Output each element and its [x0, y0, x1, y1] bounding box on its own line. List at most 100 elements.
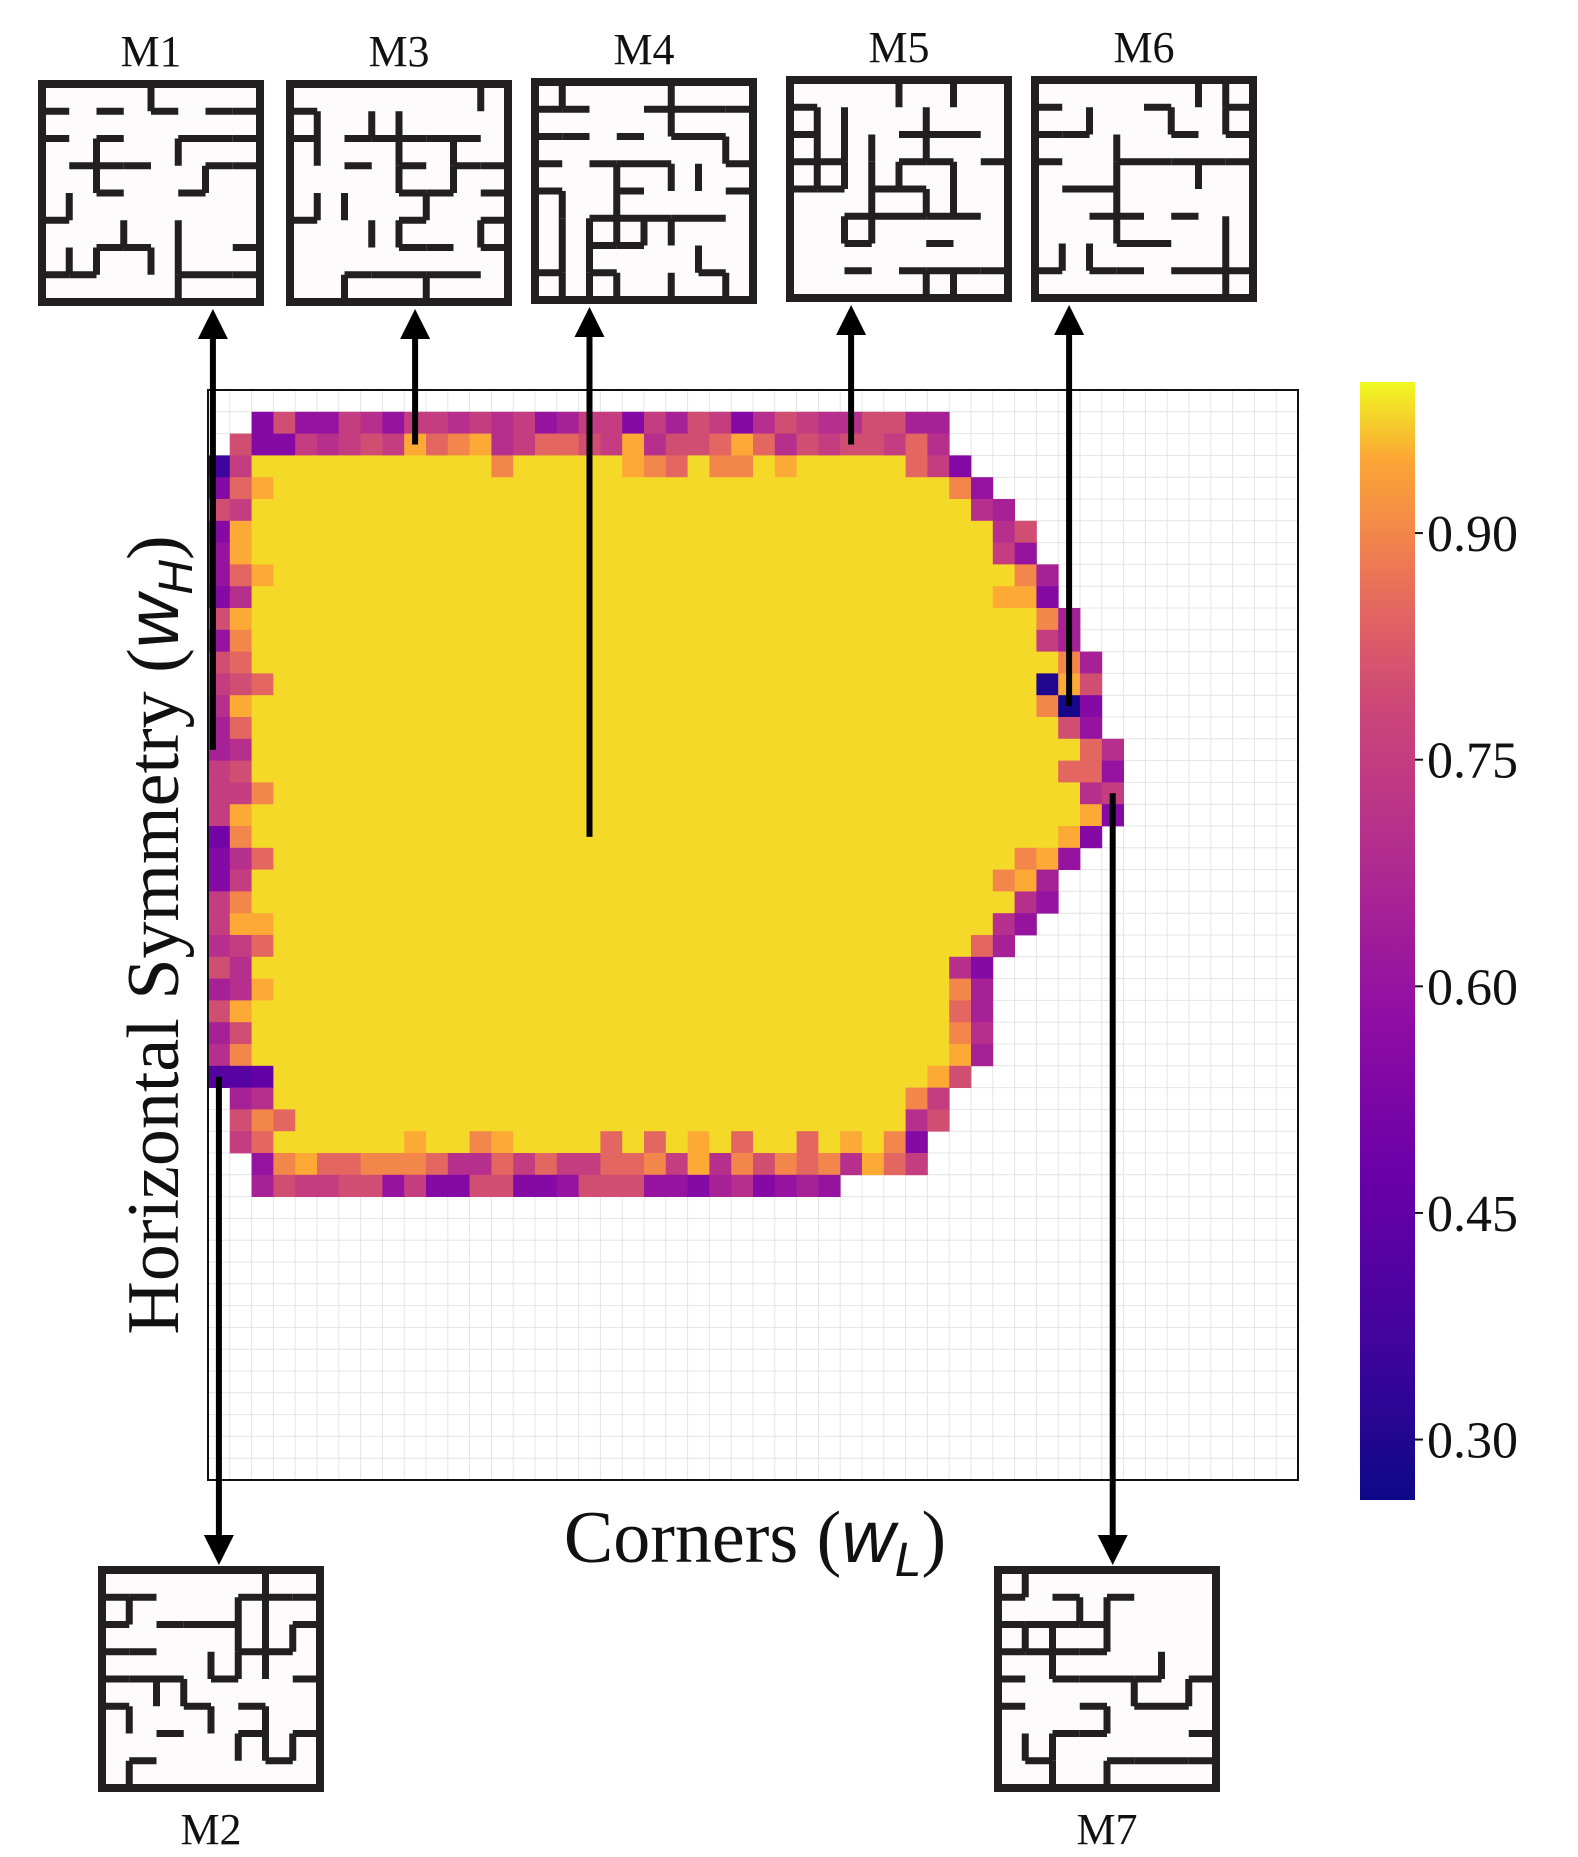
heatmap-cell [753, 956, 776, 979]
heatmap-cell [927, 978, 950, 1001]
heatmap-cell [818, 695, 841, 718]
heatmap-cell [818, 477, 841, 500]
heatmap-cell [426, 913, 449, 936]
heatmap-cell [796, 1044, 819, 1067]
maze-label: M3 [368, 27, 429, 76]
heatmap-cell [273, 477, 296, 500]
heatmap-cell [949, 782, 972, 805]
heatmap-cell [862, 913, 885, 936]
heatmap-cell [426, 869, 449, 892]
heatmap-cell [447, 1174, 470, 1197]
heatmap-cell [731, 411, 754, 434]
heatmap-cell [992, 782, 1015, 805]
heatmap-cell [731, 738, 754, 761]
heatmap-cell [556, 499, 579, 522]
heatmap-cell [862, 542, 885, 565]
heatmap-cell [600, 477, 623, 500]
heatmap-cell [971, 826, 994, 849]
heatmap-cell [338, 1174, 361, 1197]
heatmap-cell [426, 1131, 449, 1154]
heatmap-cell [796, 455, 819, 478]
heatmap-cell [818, 1153, 841, 1176]
heatmap-cell [600, 1087, 623, 1110]
heatmap-cell [426, 804, 449, 827]
heatmap-cell [1058, 782, 1081, 805]
heatmap-cell [382, 629, 405, 652]
heatmap-cell [971, 477, 994, 500]
heatmap-cell [578, 935, 601, 958]
heatmap-cell [753, 673, 776, 696]
heatmap-cell [317, 433, 340, 456]
heatmap-cell [971, 913, 994, 936]
heatmap-cell [426, 586, 449, 609]
heatmap-cell [360, 1044, 383, 1067]
heatmap-cell [426, 608, 449, 631]
heatmap-cell [971, 956, 994, 979]
heatmap-cell [687, 433, 710, 456]
heatmap-cell [1014, 673, 1037, 696]
heatmap-cell [404, 956, 427, 979]
heatmap-cell [360, 608, 383, 631]
heatmap-cell [556, 542, 579, 565]
heatmap-cell [426, 520, 449, 543]
heatmap-cell [687, 891, 710, 914]
heatmap-cell [905, 695, 928, 718]
heatmap-cell [338, 586, 361, 609]
heatmap-cell [556, 804, 579, 827]
heatmap-cell [949, 1044, 972, 1067]
heatmap-cell [665, 1174, 688, 1197]
colorbar-tick-label: 0.90 [1427, 506, 1518, 563]
heatmap-cell [404, 1065, 427, 1088]
heatmap-cell [317, 1174, 340, 1197]
heatmap-cell [317, 847, 340, 870]
heatmap-cell [1080, 651, 1103, 674]
heatmap-cell [295, 1022, 318, 1045]
heatmap-cell [404, 978, 427, 1001]
heatmap-cell [404, 826, 427, 849]
heatmap-cell [665, 1153, 688, 1176]
heatmap-cell [295, 913, 318, 936]
heatmap-cell [818, 608, 841, 631]
heatmap-cell [992, 847, 1015, 870]
heatmap-cell [229, 782, 252, 805]
heatmap-cell [796, 608, 819, 631]
heatmap-cell [927, 913, 950, 936]
heatmap-cell [251, 695, 274, 718]
heatmap-cell [753, 1131, 776, 1154]
heatmap-cell [1036, 586, 1059, 609]
heatmap-cell [208, 847, 231, 870]
heatmap-cell [687, 1109, 710, 1132]
heatmap-cell [1014, 804, 1037, 827]
heatmap-cell [644, 717, 667, 740]
heatmap-cell [360, 956, 383, 979]
heatmap-cell [840, 1153, 863, 1176]
heatmap-cell [905, 499, 928, 522]
heatmap-cell [818, 586, 841, 609]
heatmap-cell [360, 869, 383, 892]
heatmap-cell [469, 499, 492, 522]
heatmap-cell [404, 477, 427, 500]
heatmap-cell [753, 433, 776, 456]
heatmap-cell [295, 651, 318, 674]
heatmap-cell [622, 1153, 645, 1176]
heatmap-cell [840, 826, 863, 849]
heatmap-cell [600, 804, 623, 827]
heatmap-cell [709, 673, 732, 696]
heatmap-cell [229, 586, 252, 609]
heatmap-cell [273, 673, 296, 696]
heatmap-cell [709, 608, 732, 631]
heatmap-cell [317, 586, 340, 609]
heatmap-cell [535, 499, 558, 522]
heatmap-cell [273, 1022, 296, 1045]
heatmap-cell [382, 433, 405, 456]
heatmap-cell [426, 1174, 449, 1197]
heatmap-cell [971, 782, 994, 805]
heatmap-cell [295, 1000, 318, 1023]
heatmap-cell [491, 1109, 514, 1132]
heatmap-cell [644, 542, 667, 565]
heatmap-cell [491, 455, 514, 478]
heatmap-cell [1014, 608, 1037, 631]
heatmap-cell [1014, 564, 1037, 587]
heatmap-cell [251, 1131, 274, 1154]
heatmap-cell [622, 935, 645, 958]
